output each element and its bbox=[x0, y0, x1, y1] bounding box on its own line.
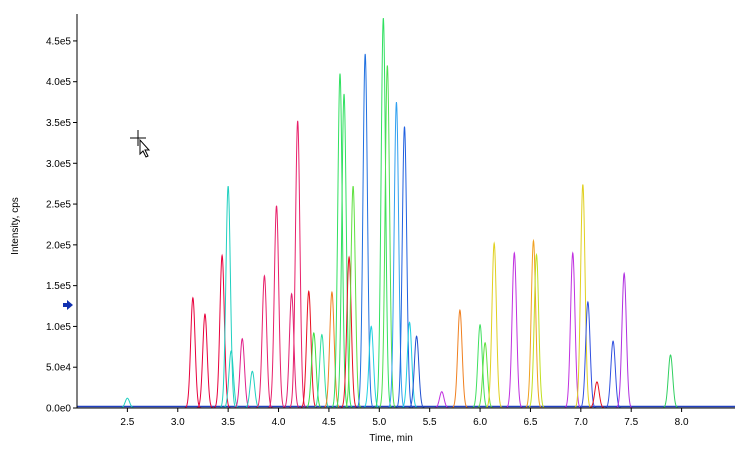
y-tick-label: 0.0e0 bbox=[46, 404, 71, 415]
peak bbox=[222, 350, 241, 409]
x-tick-label: 3.5 bbox=[221, 417, 235, 428]
peak bbox=[243, 370, 262, 409]
peak bbox=[356, 53, 375, 409]
peak bbox=[387, 102, 406, 409]
peak bbox=[395, 126, 414, 409]
peak bbox=[282, 292, 301, 409]
peak bbox=[578, 300, 597, 409]
peak bbox=[374, 18, 393, 409]
peak bbox=[505, 251, 524, 409]
peak bbox=[588, 381, 606, 409]
peak bbox=[213, 253, 232, 409]
peak bbox=[340, 255, 358, 409]
x-tick-label: 5.5 bbox=[423, 417, 437, 428]
y-tick-label: 5.0e4 bbox=[46, 363, 71, 374]
x-axis-title: Time, min bbox=[369, 433, 413, 444]
y-tick-label: 4.5e5 bbox=[46, 36, 71, 47]
x-tick-label: 2.5 bbox=[120, 417, 134, 428]
peak bbox=[233, 337, 252, 409]
x-tick-label: 6.5 bbox=[523, 417, 537, 428]
x-tick-label: 4.0 bbox=[272, 417, 286, 428]
peak bbox=[471, 323, 489, 409]
y-tick-label: 1.5e5 bbox=[46, 281, 71, 292]
y-tick-label: 4.0e5 bbox=[46, 77, 71, 88]
peak bbox=[527, 252, 546, 409]
peak bbox=[615, 271, 634, 409]
peak bbox=[362, 325, 381, 409]
y-axis-title: Intensity, cps bbox=[10, 197, 21, 255]
peak bbox=[219, 186, 238, 409]
y-tick-label: 3.0e5 bbox=[46, 159, 71, 170]
x-tick-label: 5.0 bbox=[372, 417, 386, 428]
x-tick-label: 7.5 bbox=[624, 417, 638, 428]
peak bbox=[573, 184, 592, 409]
peak bbox=[312, 333, 331, 409]
peak bbox=[330, 73, 349, 409]
peak bbox=[485, 241, 504, 409]
peak bbox=[450, 308, 469, 409]
peak bbox=[335, 93, 354, 409]
peak bbox=[563, 251, 582, 409]
peak bbox=[304, 331, 323, 409]
peak bbox=[267, 205, 286, 409]
y-tick-label: 1.0e5 bbox=[46, 322, 71, 333]
peak bbox=[400, 321, 419, 409]
y-tick-label: 3.5e5 bbox=[46, 118, 71, 129]
x-tick-label: 4.5 bbox=[322, 417, 336, 428]
peak bbox=[476, 341, 494, 409]
peak bbox=[524, 238, 543, 409]
y-tick-label: 2.0e5 bbox=[46, 240, 71, 251]
x-tick-label: 6.0 bbox=[473, 417, 487, 428]
cursor bbox=[130, 130, 151, 158]
peak bbox=[196, 313, 214, 409]
peak bbox=[661, 354, 680, 409]
peak bbox=[604, 340, 622, 409]
peak bbox=[407, 335, 426, 409]
x-tick-label: 8.0 bbox=[675, 417, 689, 428]
peak bbox=[299, 289, 318, 409]
threshold-arrow bbox=[63, 300, 73, 310]
x-tick-label: 7.0 bbox=[574, 417, 588, 428]
peak bbox=[378, 65, 397, 409]
x-tick-label: 3.0 bbox=[171, 417, 185, 428]
y-tick-label: 2.5e5 bbox=[46, 200, 71, 211]
